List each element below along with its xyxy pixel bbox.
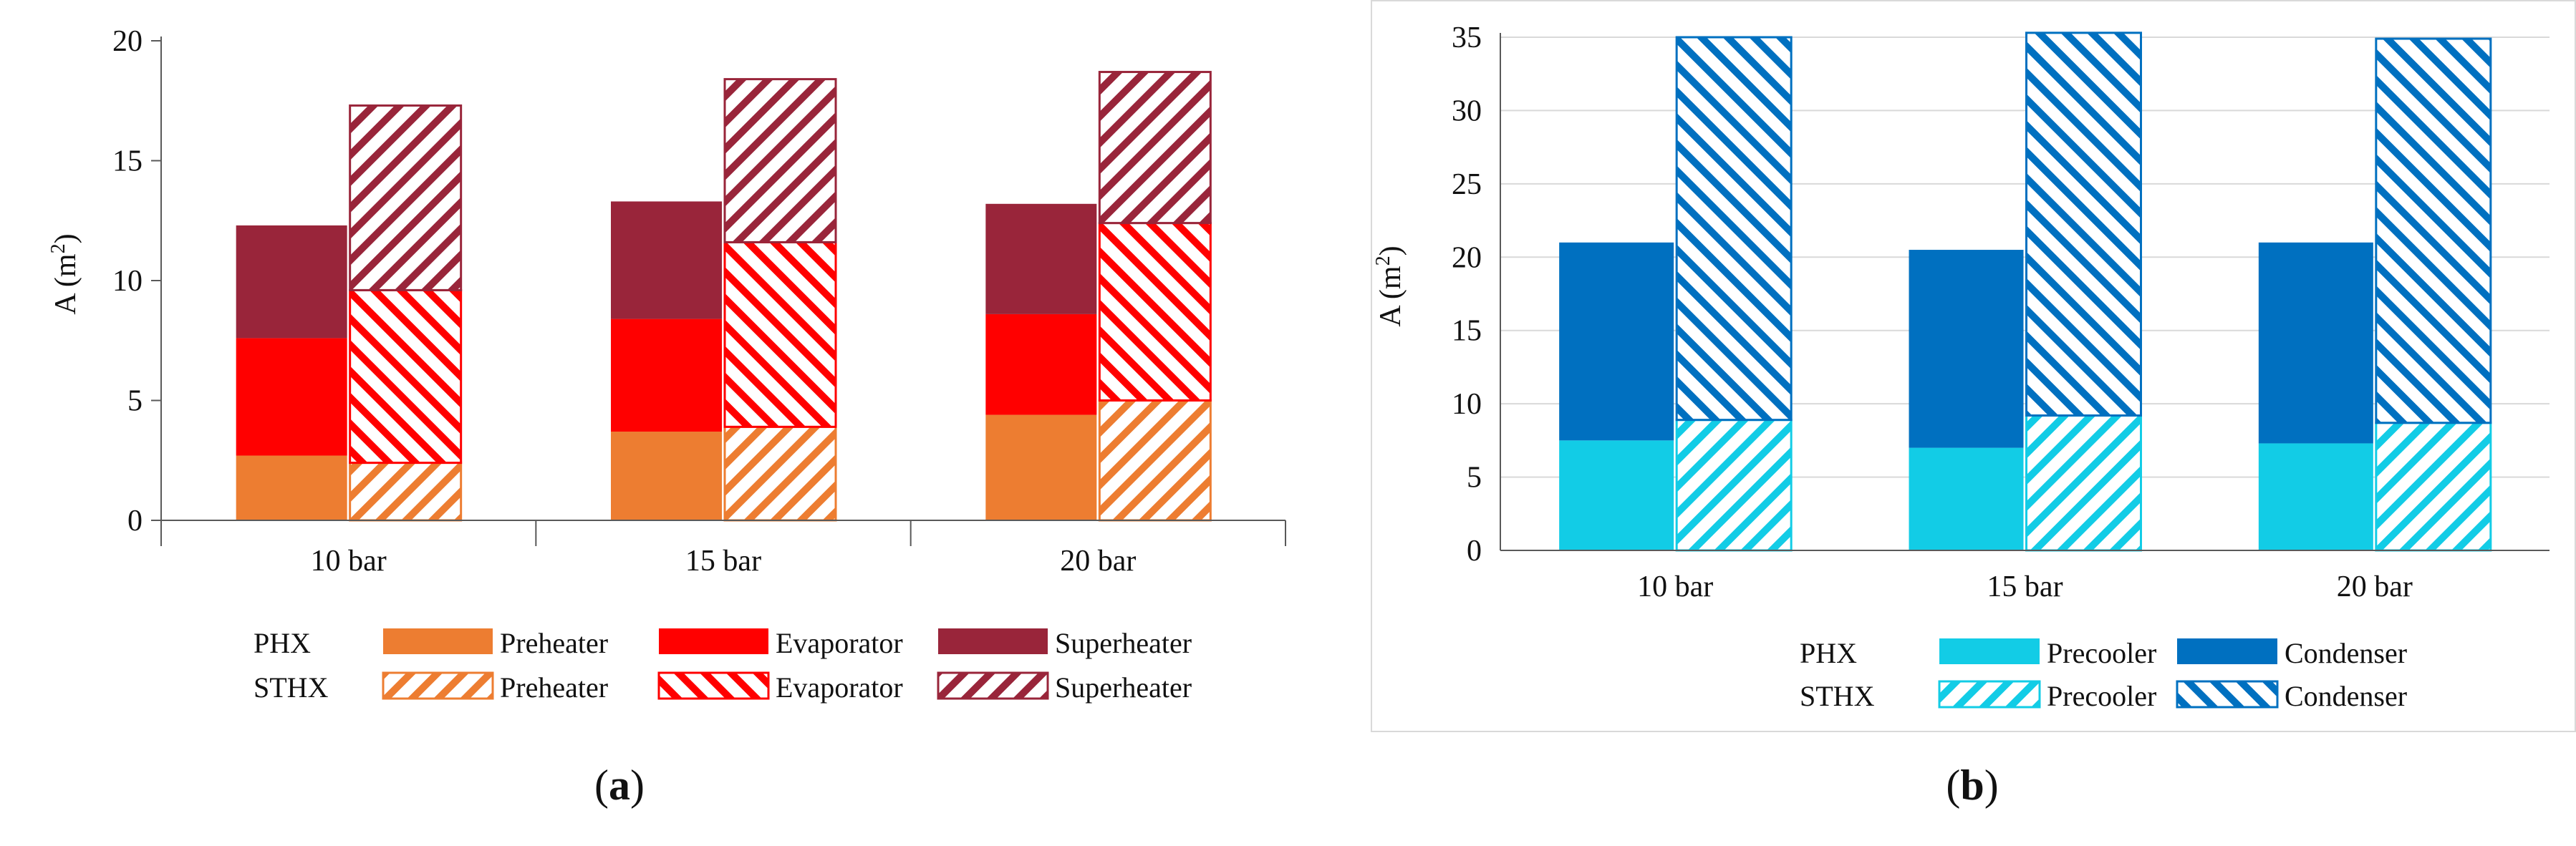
bar-sthx-condenser-10-bar bbox=[1675, 36, 1793, 422]
legend-swatch-sthx-preheater bbox=[382, 671, 494, 700]
y-tick-label: 25 bbox=[1452, 168, 1482, 201]
y-tick-label: 35 bbox=[1452, 21, 1482, 54]
legend-label-phx-superheater: Superheater bbox=[1055, 627, 1192, 659]
legend-label-sthx-preheater: Preheater bbox=[500, 671, 608, 704]
chart-b-gridlines bbox=[1500, 37, 2550, 478]
chart-a: 0 5 10 15 20 10 bar 15 bar 20 bar A (m2) PHX Pr… bbox=[47, 25, 1286, 809]
y-tick-label: 30 bbox=[1452, 94, 1482, 127]
bar-sthx-superheater-20-bar bbox=[1098, 71, 1212, 225]
bar-sthx-evaporator-15-bar bbox=[723, 240, 837, 428]
chart-a-x-tick-labels: 10 bar 15 bar 20 bar bbox=[311, 545, 1137, 578]
bar-phx-superheater-10-bar bbox=[236, 225, 347, 339]
legend-swatch-phx-preheater bbox=[383, 628, 493, 654]
chart-a-caption: (a) bbox=[594, 762, 645, 809]
bar-sthx-preheater-15-bar bbox=[723, 425, 837, 522]
bar-sthx-superheater-15-bar bbox=[723, 78, 837, 243]
legend-swatch-sthx-precooler bbox=[1938, 680, 2041, 709]
bar-sthx-precooler-20-bar bbox=[2375, 422, 2492, 552]
legend-label-sthx-superheater: Superheater bbox=[1055, 671, 1192, 704]
x-tick-label-10-bar: 10 bar bbox=[1637, 570, 1713, 603]
legend-label-sthx-precooler: Precooler bbox=[2047, 680, 2156, 712]
chart-b-legend: PHX Precooler Condenser STHX Precooler Conden… bbox=[1800, 637, 2407, 712]
y-tick-label: 20 bbox=[112, 25, 143, 58]
legend-label-phx-preheater: Preheater bbox=[500, 627, 608, 659]
chart-b-frame bbox=[1371, 0, 2576, 732]
bar-sthx-preheater-10-bar bbox=[349, 462, 463, 522]
y-tick-label: 10 bbox=[112, 265, 143, 298]
y-tick-label: 15 bbox=[1452, 315, 1482, 348]
y-tick-label: 0 bbox=[1467, 535, 1482, 568]
chart-b-x-tick-labels: 10 bar 15 bar 20 bar bbox=[1637, 570, 2413, 603]
chart-b-y-axis-label: A (m2) bbox=[1372, 245, 1408, 326]
bar-sthx-preheater-20-bar bbox=[1098, 399, 1212, 522]
bar-sthx-condenser-20-bar bbox=[2375, 37, 2492, 424]
bar-phx-preheater-10-bar bbox=[236, 455, 347, 520]
x-tick-label-20-bar: 20 bar bbox=[2337, 570, 2413, 603]
bar-phx-condenser-10-bar bbox=[1559, 242, 1674, 441]
bar-phx-preheater-15-bar bbox=[611, 432, 722, 520]
bar-phx-superheater-15-bar bbox=[611, 201, 722, 319]
bar-sthx-precooler-10-bar bbox=[1675, 419, 1793, 552]
legend-swatch-phx-superheater bbox=[938, 628, 1048, 654]
bar-phx-preheater-20-bar bbox=[985, 414, 1097, 520]
legend-group-label-sthx: STHX bbox=[254, 671, 329, 704]
bar-sthx-superheater-10-bar bbox=[349, 104, 463, 291]
bar-phx-precooler-10-bar bbox=[1559, 440, 1674, 550]
y-tick-label: 0 bbox=[127, 505, 143, 538]
legend-swatch-phx-precooler bbox=[1939, 638, 2040, 664]
legend-group-label-phx: PHX bbox=[1800, 637, 1857, 669]
chart-b-caption: (b) bbox=[1946, 762, 1998, 809]
y-tick-label: 5 bbox=[127, 385, 143, 418]
bar-sthx-evaporator-10-bar bbox=[349, 288, 463, 465]
chart-a-y-tick-labels: 0 5 10 15 20 bbox=[112, 25, 143, 538]
legend-label-sthx-condenser: Condenser bbox=[2285, 680, 2407, 712]
chart-a-axes bbox=[151, 37, 1286, 546]
bar-sthx-precooler-15-bar bbox=[2025, 414, 2142, 552]
chart-b-axes bbox=[1500, 33, 2550, 551]
chart-a-y-axis-label: A (m2) bbox=[47, 233, 83, 314]
legend-group-label-phx: PHX bbox=[254, 627, 311, 659]
chart-b: 0 5 10 15 20 25 30 35 10 bar 15 bar 20 bar A (m2)… bbox=[1371, 0, 2576, 809]
legend-group-label-sthx: STHX bbox=[1800, 680, 1875, 712]
bar-phx-condenser-15-bar bbox=[1909, 250, 2024, 448]
legend-swatch-sthx-evaporator bbox=[657, 671, 770, 700]
bar-phx-precooler-15-bar bbox=[1909, 447, 2024, 550]
bar-phx-condenser-20-bar bbox=[2258, 242, 2373, 444]
legend-swatch-sthx-superheater bbox=[937, 671, 1049, 700]
bar-phx-precooler-20-bar bbox=[2258, 443, 2373, 550]
y-tick-label: 5 bbox=[1467, 462, 1482, 495]
y-tick-label: 20 bbox=[1452, 241, 1482, 274]
chart-a-bars bbox=[236, 71, 1212, 522]
bar-sthx-evaporator-20-bar bbox=[1098, 222, 1212, 402]
bar-phx-evaporator-15-bar bbox=[611, 319, 722, 432]
chart-b-bars bbox=[1559, 31, 2492, 552]
chart-a-legend: PHX Preheater Evaporator Superheater STHX Pre… bbox=[254, 627, 1192, 704]
bar-phx-superheater-20-bar bbox=[985, 203, 1097, 314]
legend-label-phx-condenser: Condenser bbox=[2285, 637, 2407, 669]
legend-label-phx-evaporator: Evaporator bbox=[776, 627, 903, 659]
y-tick-label: 15 bbox=[112, 145, 143, 178]
bar-sthx-condenser-15-bar bbox=[2025, 31, 2142, 417]
legend-label-phx-precooler: Precooler bbox=[2047, 637, 2156, 669]
legend-label-sthx-evaporator: Evaporator bbox=[776, 671, 903, 704]
x-tick-label-15-bar: 15 bar bbox=[685, 545, 761, 578]
x-tick-label-10-bar: 10 bar bbox=[311, 545, 387, 578]
y-tick-label: 10 bbox=[1452, 388, 1482, 421]
x-tick-label-15-bar: 15 bar bbox=[1987, 570, 2063, 603]
chart-b-y-tick-labels: 0 5 10 15 20 25 30 35 bbox=[1452, 21, 1482, 568]
bar-phx-evaporator-10-bar bbox=[236, 338, 347, 456]
legend-swatch-phx-evaporator bbox=[659, 628, 768, 654]
legend-swatch-phx-condenser bbox=[2177, 638, 2277, 664]
bar-phx-evaporator-20-bar bbox=[985, 313, 1097, 415]
legend-swatch-sthx-condenser bbox=[2176, 680, 2279, 709]
x-tick-label-20-bar: 20 bar bbox=[1060, 545, 1136, 578]
